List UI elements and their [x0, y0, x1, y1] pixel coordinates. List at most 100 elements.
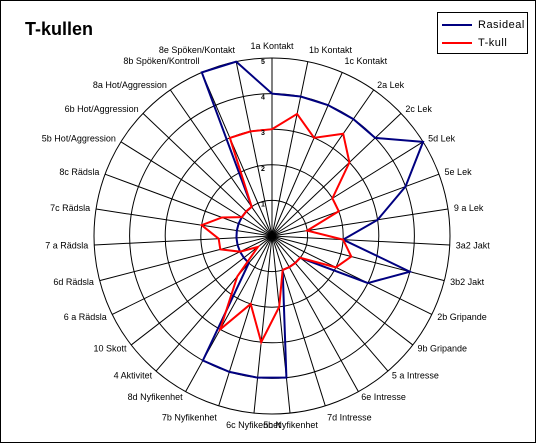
- series-1-point-21: [239, 251, 241, 253]
- spoke-30: [235, 61, 273, 237]
- spoke-29: [201, 72, 273, 237]
- category-label-17: 7b Nyfikenhet: [162, 413, 218, 423]
- legend-label-rasideal: Rasideal: [478, 19, 525, 31]
- series-1-point-12: [294, 262, 296, 264]
- spoke-24: [95, 208, 273, 237]
- spoke-13: [271, 235, 359, 392]
- series-1-point-3: [342, 133, 344, 135]
- spoke-28: [169, 89, 273, 237]
- series-0-point-0: [271, 93, 273, 95]
- category-label-9: 3b2 Jakt: [450, 277, 485, 287]
- series-0-point-29: [201, 71, 203, 74]
- category-label-12: 5 a Intresse: [392, 371, 439, 381]
- spoke-6: [271, 173, 440, 237]
- category-label-27: 6b Hot/Aggression: [65, 104, 139, 114]
- category-label-18: 8d Nyfikenhet: [128, 392, 184, 402]
- legend-swatch-tkull: [442, 42, 472, 44]
- series-1-point-9: [350, 255, 352, 258]
- series-1-point-23: [218, 238, 220, 240]
- spoke-16: [253, 235, 273, 414]
- category-label-28: 8a Hot/Aggression: [93, 80, 167, 90]
- category-label-7: 9 a Lek: [454, 203, 484, 213]
- series-0-point-25: [238, 223, 240, 225]
- category-label-22: 6d Rädsla: [53, 277, 94, 287]
- series-1-point-6: [338, 210, 340, 212]
- category-label-29: 8b Spöken/Kontroll: [123, 56, 199, 66]
- series-0-point-3: [352, 118, 354, 120]
- series-0-point-23: [235, 237, 238, 239]
- series-0-point-5: [422, 141, 424, 143]
- category-label-11: 9b Gripande: [418, 344, 468, 354]
- spoke-7: [271, 208, 449, 237]
- spoke-20: [130, 235, 273, 346]
- spoke-21: [111, 235, 273, 315]
- tick-label-3: 3: [261, 130, 265, 137]
- series-1-point-17: [250, 303, 252, 305]
- spoke-1: [271, 61, 309, 237]
- category-label-26: 5b Hot/Aggression: [42, 134, 116, 144]
- series-1-point-5: [331, 197, 334, 199]
- category-label-13: 6e Intresse: [361, 392, 406, 402]
- legend-swatch-rasideal: [442, 24, 472, 26]
- category-label-19: 4 Aktivitet: [114, 371, 153, 381]
- series-1-point-27: [245, 210, 247, 213]
- category-label-6: 5e Lek: [445, 167, 473, 177]
- category-label-16: 6c Nyfikenhet: [226, 420, 281, 430]
- spoke-11: [271, 235, 414, 346]
- spoke-26: [120, 141, 273, 237]
- series-1-point-11: [299, 257, 301, 259]
- series-0-point-4: [374, 137, 376, 139]
- series-1-point-2: [313, 137, 315, 139]
- category-label-25: 8c Rädsla: [59, 167, 99, 177]
- series-0-point-7: [376, 219, 379, 221]
- series-1-point-13: [288, 266, 290, 268]
- category-label-14: 7d Intresse: [327, 413, 372, 423]
- legend-item-tkull: T-kull: [442, 35, 507, 51]
- spoke-15: [271, 235, 291, 414]
- series-line-0: [200, 60, 425, 379]
- legend: Rasideal T-kull: [437, 12, 528, 54]
- series-0-point-30: [235, 61, 237, 63]
- series-1-point-16: [260, 341, 262, 343]
- category-label-24: 7c Rädsla: [50, 203, 90, 213]
- series-1-point-14: [282, 269, 284, 271]
- tick-label-4: 4: [261, 95, 265, 102]
- series-1-point-0: [271, 128, 273, 130]
- category-label-5: 5d Lek: [428, 134, 456, 144]
- series-1-point-25: [221, 216, 223, 219]
- series-1-point-18: [219, 328, 221, 330]
- series-1-point-26: [241, 216, 243, 218]
- spoke-25: [104, 173, 273, 237]
- series-1-point-22: [219, 248, 221, 250]
- category-label-1: 1b Kontakt: [309, 45, 353, 55]
- series-0-point-19: [248, 262, 250, 264]
- series-0-point-9: [409, 271, 411, 273]
- legend-label-tkull: T-kull: [478, 37, 508, 49]
- category-label-21: 6 a Rädsla: [64, 312, 107, 322]
- category-label-4: 2c Lek: [405, 104, 432, 114]
- spoke-17: [218, 235, 273, 406]
- series-0-point-20: [243, 257, 245, 259]
- series-1-point-20: [257, 246, 259, 248]
- spoke-12: [271, 235, 389, 372]
- category-label-15: 5c Nyfikenhet: [263, 420, 318, 430]
- series-0-point-6: [404, 185, 407, 188]
- spoke-2: [271, 72, 343, 237]
- series-1-point-8: [342, 239, 344, 241]
- tick-label-2: 2: [261, 166, 265, 173]
- series-0-point-10: [367, 282, 369, 284]
- category-label-3: 2a Lek: [377, 80, 405, 90]
- category-label-0: 1a Kontakt: [250, 41, 294, 51]
- legend-item-rasideal: Rasideal: [442, 17, 525, 33]
- spoke-18: [185, 235, 273, 392]
- spoke-3: [271, 89, 375, 237]
- series-line-1: [199, 112, 353, 346]
- category-label-20: 10 Skott: [93, 344, 127, 354]
- tick-label-1: 1: [261, 201, 265, 208]
- series-1-point-10: [335, 266, 337, 268]
- series-0-point-1: [300, 95, 302, 98]
- series-1-point-29: [229, 137, 231, 139]
- spoke-4: [271, 112, 402, 237]
- spoke-5: [271, 141, 424, 237]
